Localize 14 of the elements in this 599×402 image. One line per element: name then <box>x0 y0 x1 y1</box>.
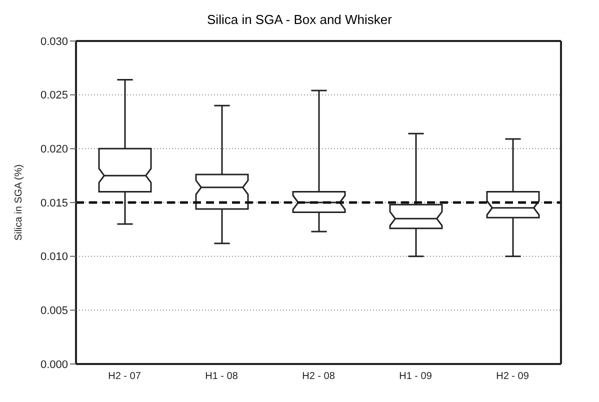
x-tick-label: H1 - 09 <box>399 371 432 382</box>
y-tick-label: 0.000 <box>40 358 68 371</box>
chart-title: Silica in SGA - Box and Whisker <box>206 11 393 29</box>
y-tick-label: 0.015 <box>40 197 68 210</box>
x-tick-label: H2 - 07 <box>108 371 142 382</box>
x-tick-label: H2 - 08 <box>302 371 336 382</box>
x-tick-label: H2 - 09 <box>496 371 530 382</box>
y-axis-title: Silica in SGA (%) <box>14 164 25 241</box>
y-tick-label: 0.030 <box>40 36 68 48</box>
y-tick-label: 0.020 <box>40 144 68 156</box>
y-tick-label: 0.005 <box>40 305 68 318</box>
x-tick-label: H1 - 08 <box>205 371 238 382</box>
y-tick-label: 0.025 <box>40 90 68 102</box>
y-tick-label: 0.010 <box>40 251 68 264</box>
